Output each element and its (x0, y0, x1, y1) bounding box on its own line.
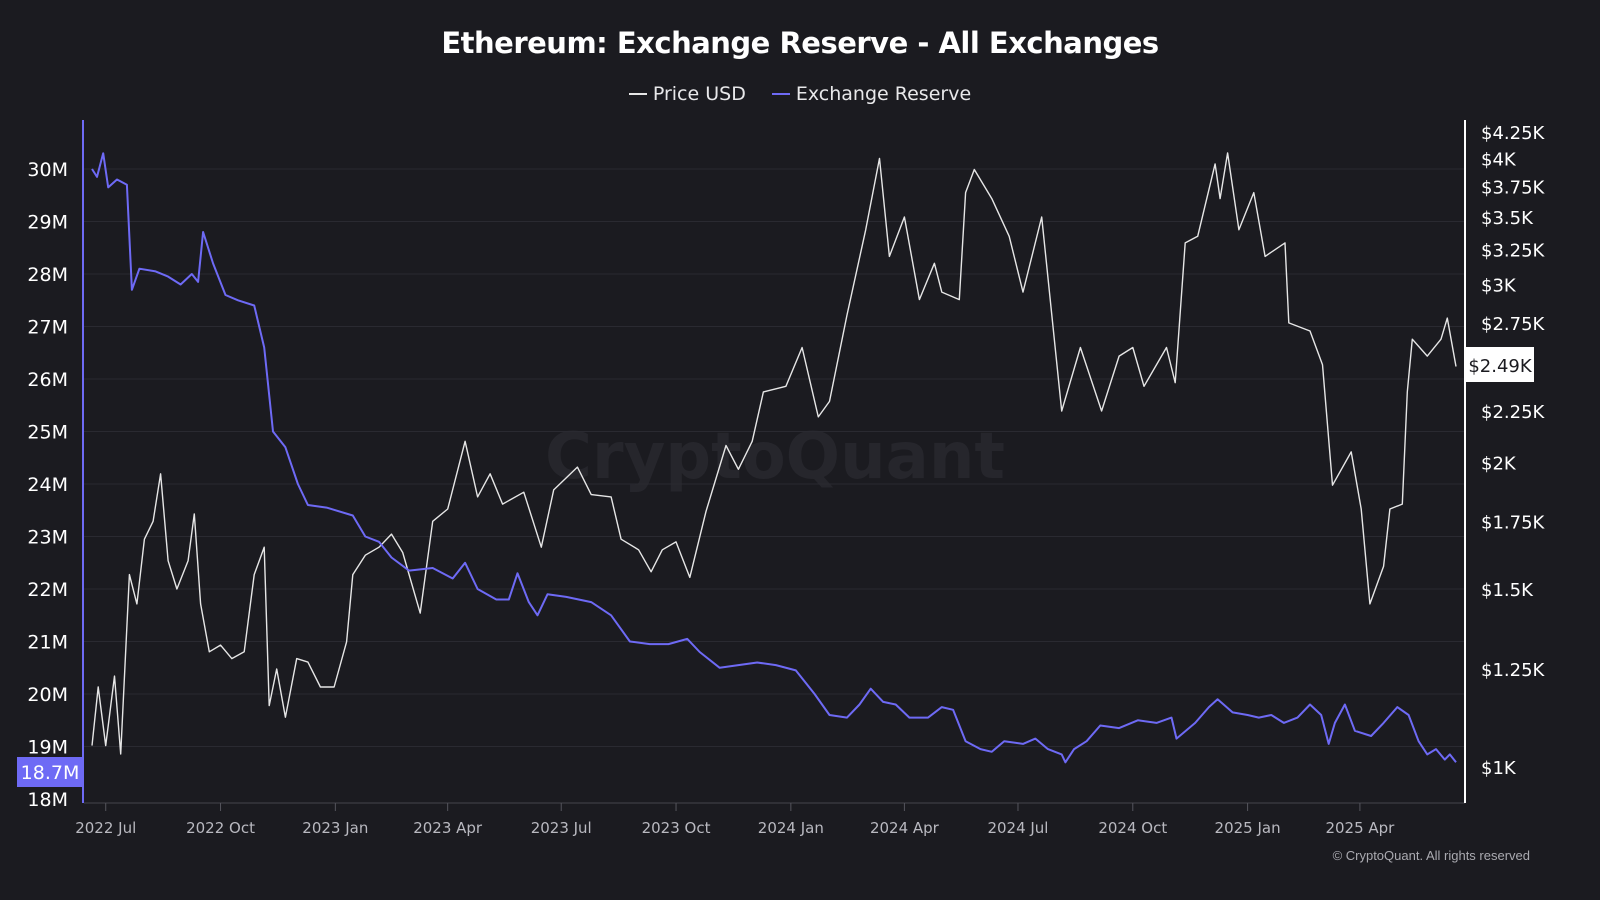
x-axis-tick-label: 2022 Oct (186, 819, 255, 837)
legend-item-reserve[interactable]: Exchange Reserve (771, 83, 972, 105)
left-axis-tick-label: 21M (27, 632, 68, 654)
right-axis-tick-label: $4K (1481, 149, 1517, 170)
legend-label-price: Price USD (652, 83, 746, 105)
legend-swatch-reserve (771, 93, 790, 95)
right-axis-tick-label: $1.25K (1481, 660, 1546, 681)
left-axis-tick-label: 27M (27, 317, 68, 339)
right-axis-tick-label: $1.75K (1481, 512, 1546, 533)
left-axis-tick-label: 25M (27, 422, 68, 444)
legend: Price USD Exchange Reserve (0, 78, 1600, 105)
exchange-reserve-line (91, 152, 1457, 764)
current-reserve-badge (17, 757, 83, 787)
x-axis-tick-label: 2023 Oct (642, 819, 711, 837)
right-axis-tick-label: $3.25K (1481, 241, 1546, 262)
x-axis-tick-label: 2024 Jul (987, 819, 1048, 837)
current-price-label: $2.49K (1468, 356, 1533, 377)
right-axis-tick-label: $3K (1481, 276, 1517, 297)
left-axis-tick-label: 18M (27, 789, 68, 811)
x-axis-tick-label: 2025 Apr (1325, 819, 1395, 837)
right-axis-tick-label: $2K (1481, 454, 1517, 475)
left-axis-tick-label: 30M (27, 159, 68, 181)
price-usd-line (91, 152, 1457, 755)
left-axis-tick-label: 19M (27, 737, 68, 759)
left-axis-tick-label: 20M (27, 684, 68, 706)
right-axis-tick-label: $1.5K (1481, 580, 1534, 601)
left-axis-tick-label: 28M (27, 264, 68, 286)
left-axis-tick-label: 23M (27, 527, 68, 549)
watermark: CryptoQuant (545, 420, 1005, 494)
current-price-badge (1466, 347, 1534, 382)
right-axis-tick-label: $2.75K (1481, 314, 1546, 335)
left-axis-tick-label: 22M (27, 579, 68, 601)
left-axis-tick-label: 26M (27, 369, 68, 391)
right-axis-tick-label: $4.25K (1481, 123, 1546, 144)
legend-swatch-price (628, 93, 647, 95)
legend-label-reserve: Exchange Reserve (795, 83, 972, 105)
x-axis-tick-label: 2023 Jan (302, 819, 368, 837)
right-axis-tick-label: $3.5K (1481, 208, 1534, 229)
right-axis-tick-label: $2.25K (1481, 402, 1546, 423)
left-axis-tick-label: 24M (27, 474, 68, 496)
x-axis-tick-label: 2023 Jul (531, 819, 592, 837)
copyright: © CryptoQuant. All rights reserved (1332, 848, 1530, 863)
legend-item-price[interactable]: Price USD (628, 83, 746, 105)
chart-title: Ethereum: Exchange Reserve - All Exchang… (441, 26, 1159, 60)
x-axis-tick-label: 2024 Apr (870, 819, 940, 837)
x-axis-tick-label: 2025 Jan (1215, 819, 1281, 837)
x-axis-tick-label: 2024 Jan (758, 819, 824, 837)
x-axis-tick-label: 2023 Apr (413, 819, 483, 837)
current-reserve-label: 18.7M (21, 762, 80, 784)
x-axis-tick-label: 2024 Oct (1098, 819, 1167, 837)
left-axis-tick-label: 29M (27, 212, 68, 234)
right-axis-tick-label: $1K (1481, 758, 1517, 779)
right-axis-tick-label: $3.75K (1481, 178, 1546, 199)
x-axis-tick-label: 2022 Jul (75, 819, 136, 837)
